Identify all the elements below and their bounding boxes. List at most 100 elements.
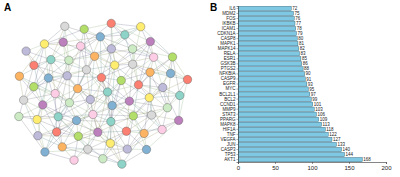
node — [125, 97, 133, 105]
node — [134, 81, 142, 89]
edge — [86, 70, 112, 106]
edge — [163, 88, 179, 121]
edge — [58, 117, 98, 133]
tick-mark — [312, 162, 313, 164]
edge — [111, 49, 121, 81]
node — [174, 116, 182, 124]
edge — [19, 117, 45, 152]
edge — [24, 100, 59, 117]
node — [30, 61, 38, 69]
node — [34, 132, 42, 140]
bar — [238, 47, 299, 51]
node — [111, 61, 119, 69]
edge — [103, 131, 127, 159]
tick-mark — [238, 162, 239, 164]
bar — [238, 92, 310, 96]
edge — [78, 89, 108, 92]
edge — [77, 120, 111, 121]
node — [166, 69, 174, 77]
bar — [238, 127, 325, 131]
node — [147, 111, 155, 119]
bar — [238, 77, 305, 81]
data-label: 168 — [363, 157, 371, 162]
tick-label: 100 — [307, 165, 318, 171]
tick-mark — [237, 144, 239, 145]
node — [90, 52, 98, 60]
tick-label: 50 — [272, 165, 279, 171]
tick-mark — [237, 84, 239, 85]
edge — [133, 88, 162, 116]
edge — [112, 65, 115, 105]
node — [163, 104, 171, 112]
tick-mark — [237, 38, 239, 39]
tick: AKT1 — [224, 157, 238, 162]
node — [176, 91, 184, 99]
edge — [69, 37, 100, 60]
node — [107, 19, 115, 27]
node — [73, 84, 81, 92]
edge — [68, 60, 70, 103]
bar — [238, 122, 322, 126]
tick: 150 — [344, 162, 355, 171]
edge — [69, 103, 97, 133]
tick-mark — [237, 23, 239, 24]
tick-mark — [237, 159, 239, 160]
y-axis: IL6MDM2FOSIKBKBICAM1CDKN1ACASP8MAPK1MAPK… — [217, 6, 238, 163]
node — [15, 72, 23, 80]
node — [54, 113, 62, 121]
bar — [238, 82, 307, 86]
node — [94, 128, 102, 136]
bar — [238, 52, 299, 56]
panel-label: B — [210, 2, 217, 13]
tick-mark — [237, 149, 239, 150]
edge — [67, 76, 90, 100]
node — [30, 83, 38, 91]
node — [15, 112, 23, 120]
tick-mark — [237, 89, 239, 90]
edge — [122, 133, 144, 164]
edge — [144, 108, 167, 134]
tick-label: 150 — [344, 165, 355, 171]
node — [183, 75, 191, 83]
node — [65, 56, 73, 64]
figure: AB72757677787980818283858688909193959799… — [0, 0, 400, 177]
bar — [238, 26, 296, 30]
node — [97, 73, 105, 81]
tick-label: 200 — [381, 165, 392, 171]
edge — [77, 106, 113, 121]
axis-line — [237, 7, 239, 163]
tick: 100 — [307, 162, 318, 171]
edge — [141, 27, 154, 58]
node — [128, 45, 136, 53]
node — [86, 95, 94, 103]
tick-mark — [237, 129, 239, 130]
tick-mark — [386, 162, 387, 164]
tick-mark — [237, 109, 239, 110]
edge — [24, 94, 56, 101]
edge — [179, 80, 188, 121]
node — [145, 93, 153, 101]
edge — [98, 132, 127, 149]
node — [40, 40, 48, 48]
bar — [238, 36, 297, 40]
tick-mark — [275, 162, 276, 164]
bar — [238, 21, 295, 25]
edge — [19, 44, 44, 76]
bar — [238, 67, 303, 71]
node — [61, 22, 69, 30]
node — [106, 139, 114, 147]
edge — [111, 23, 141, 26]
edge — [144, 120, 179, 133]
edge — [78, 122, 111, 137]
edge — [101, 78, 112, 106]
node — [33, 115, 41, 123]
edge — [111, 27, 140, 49]
node — [51, 89, 59, 97]
tick-mark — [237, 114, 239, 115]
bar — [238, 97, 311, 101]
edge — [93, 101, 129, 114]
edge — [63, 37, 100, 42]
tick-mark — [237, 18, 239, 19]
edge — [121, 80, 149, 97]
bar — [238, 147, 342, 151]
